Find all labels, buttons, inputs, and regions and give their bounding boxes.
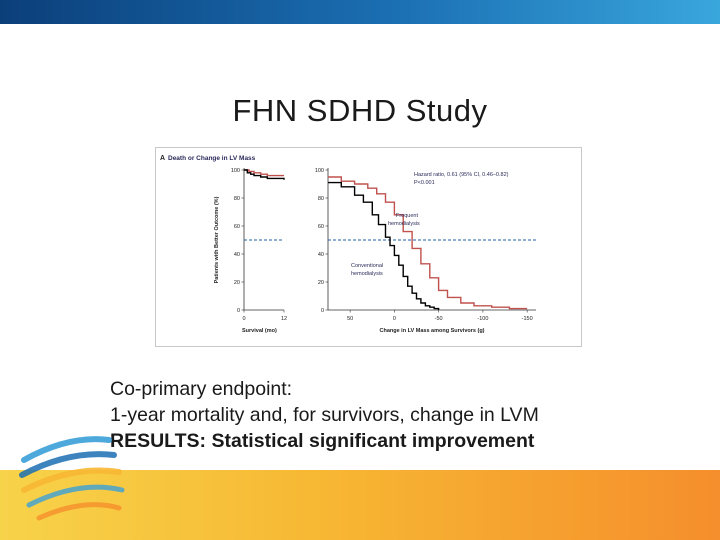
top-accent-bar (0, 0, 720, 24)
right-y-tick-label: 60 (318, 224, 324, 230)
panel-label: A (160, 155, 165, 162)
left-x-tick-label: 0 (242, 316, 245, 322)
right-x-tick-label: -50 (435, 316, 443, 322)
panel-title: Death or Change in LV Mass (168, 155, 256, 162)
right-y-tick-label: 80 (318, 196, 324, 202)
bottom-accent-bar (0, 470, 720, 540)
left-y-tick-label: 40 (234, 252, 240, 258)
right-x-axis-label: Change in LV Mass among Survivors (g) (379, 328, 484, 334)
left-y-tick-label: 60 (234, 224, 240, 230)
left-x-tick-label: 12 (281, 316, 287, 322)
conventional-label-line2: hemodialysis (351, 271, 383, 277)
frequent-label-line1: Frequent (396, 213, 418, 219)
endpoint-heading: Co-primary endpoint: (110, 378, 293, 400)
right-x-tick-label: 0 (393, 316, 396, 322)
km-chart: A Death or Change in LV Mass Patients with… (160, 155, 536, 334)
right-series-frequent (328, 176, 528, 310)
hazard-ratio-text: Hazard ratio, 0.61 (95% CI, 0.46–0.82) (414, 172, 509, 178)
p-value-text: P<0.001 (414, 180, 435, 186)
left-y-tick-label: 100 (231, 168, 240, 174)
slide-title: FHN SDHD Study (232, 93, 488, 128)
endpoint-description: 1-year mortality and, for survivors, cha… (110, 404, 539, 426)
left-y-tick-label: 20 (234, 280, 240, 286)
frequent-label-line2: hemodialysis (388, 221, 420, 227)
y-axis-label: Patients with Better Outcome (%) (214, 196, 220, 283)
right-y-tick-label: 20 (318, 280, 324, 286)
left-x-axis-label: Survival (mo) (242, 328, 277, 334)
right-x-tick-label: -150 (522, 316, 533, 322)
right-y-tick-label: 40 (318, 252, 324, 258)
right-x-tick-label: -100 (477, 316, 488, 322)
right-y-tick-label: 0 (321, 308, 324, 314)
right-series-conventional (328, 181, 440, 310)
slide-body: Co-primary endpoint: 1-year mortality an… (110, 376, 670, 454)
left-series-conventional (244, 169, 285, 180)
km-figure: A Death or Change in LV Mass Patients with… (155, 147, 582, 347)
right-x-tick-label: 50 (347, 316, 353, 322)
left-y-tick-label: 0 (237, 308, 240, 314)
swirl-logo-icon (19, 436, 125, 521)
left-y-tick-label: 80 (234, 196, 240, 202)
conventional-label-line1: Conventional (351, 263, 383, 269)
right-y-tick-label: 100 (315, 168, 324, 174)
left-series-frequent (244, 169, 284, 177)
results-statement: RESULTS: Statistical significant improve… (110, 430, 535, 452)
